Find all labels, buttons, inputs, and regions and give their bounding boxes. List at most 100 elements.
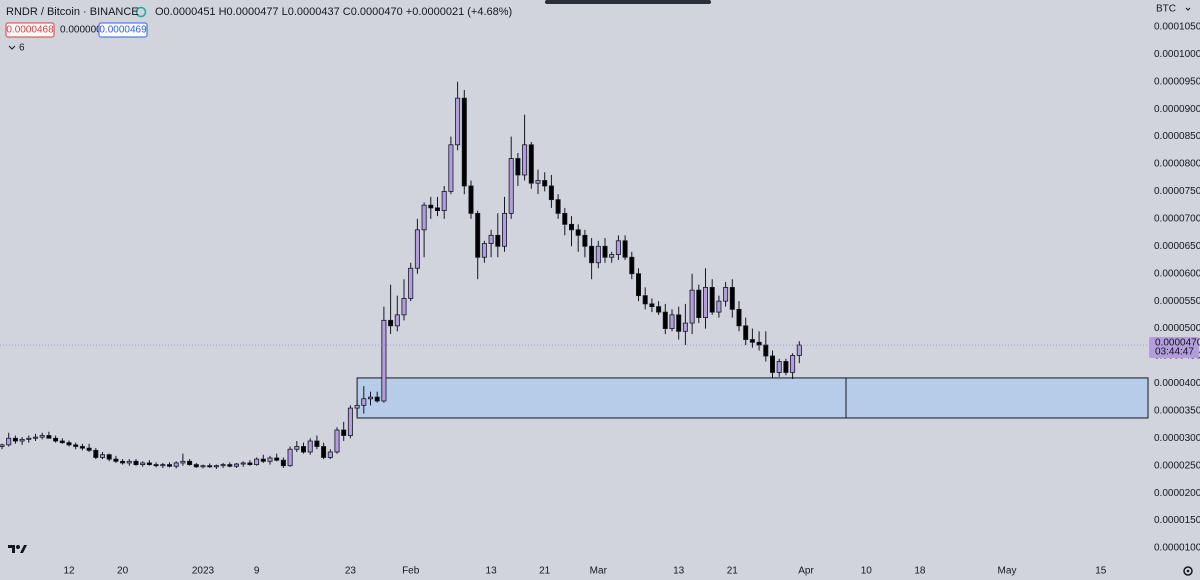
settings-icon[interactable]	[1183, 566, 1193, 576]
y-tick-label: 0.0000750	[1154, 186, 1200, 197]
candle-body	[441, 191, 447, 212]
candle-body	[729, 287, 735, 310]
candle-body	[401, 297, 407, 316]
candle-body	[636, 273, 642, 297]
candle-body	[421, 204, 427, 231]
ohlc: O0.0000451 H0.0000477 L0.0000437 C0.0000…	[155, 6, 512, 18]
candle-body	[294, 446, 300, 450]
candle-body	[535, 180, 541, 184]
candle-body	[790, 355, 796, 373]
x-tick-label: Feb	[402, 566, 420, 577]
y-tick-label: 0.0000100	[1154, 543, 1200, 554]
y-tick-label: 0.0000150	[1154, 515, 1200, 526]
candle-body	[66, 442, 72, 446]
candle-body	[796, 344, 802, 356]
candle-body	[79, 446, 85, 449]
candle-body	[227, 464, 233, 467]
candle-body	[46, 435, 52, 439]
candle-body	[100, 454, 106, 458]
top-tab[interactable]	[545, 0, 711, 4]
candle-body	[656, 306, 662, 313]
collapse-icon[interactable]	[8, 45, 16, 50]
buy-button[interactable]	[98, 22, 148, 38]
candle-body	[200, 465, 206, 468]
x-tick-label: 20	[117, 566, 129, 577]
candle-body	[260, 458, 266, 462]
candle-body	[783, 361, 789, 373]
x-tick-label: 23	[345, 566, 357, 577]
candle-body	[26, 437, 32, 440]
candle-body	[481, 243, 487, 258]
y-tick-label: 0.0000300	[1154, 433, 1200, 444]
candle-body	[622, 240, 628, 258]
x-tick-label: 21	[539, 566, 551, 577]
sell-button[interactable]	[5, 22, 55, 38]
market-status	[135, 6, 147, 18]
x-tick-label: 10	[861, 566, 873, 577]
candle-body	[180, 460, 186, 464]
candle-body	[19, 438, 25, 442]
y-tick-label: 0.0000650	[1154, 241, 1200, 252]
buy-price[interactable]: 0.0000469	[99, 25, 147, 36]
candle-body	[723, 287, 729, 302]
candle-body	[682, 322, 688, 332]
candle-body	[696, 289, 702, 318]
candle-body	[133, 460, 139, 465]
candle-body	[455, 97, 461, 146]
candle-body	[756, 341, 762, 346]
symbol[interactable]: RNDR / Bitcoin · BINANCE	[6, 6, 139, 18]
currency-caret	[1185, 7, 1191, 11]
candle-body	[562, 212, 568, 225]
y-tick-label: 0.0000400	[1154, 378, 1200, 389]
candle-body	[602, 245, 608, 258]
x-tick-label: 15	[1095, 566, 1107, 577]
y-tick-label: 0.0000850	[1154, 131, 1200, 142]
candle-body	[287, 448, 293, 467]
candle-body	[736, 308, 742, 327]
candle-body	[776, 361, 782, 373]
candle-body	[73, 444, 79, 447]
candle-body	[254, 458, 260, 465]
candle-body	[213, 465, 219, 468]
candle-body	[59, 440, 65, 444]
x-tick-label: 21	[727, 566, 739, 577]
candle-body	[86, 447, 92, 451]
candle-body	[120, 460, 126, 464]
candle-body	[609, 254, 615, 258]
candle-body	[716, 300, 722, 313]
candle-body	[542, 180, 548, 187]
candle-body	[703, 287, 709, 318]
candle-body	[676, 314, 682, 332]
candle-body	[743, 325, 749, 340]
y-tick-label: 0.0000500	[1154, 323, 1200, 334]
candle-body	[555, 199, 561, 214]
candle-body	[582, 234, 588, 247]
indicator-count[interactable]: 6	[19, 43, 25, 54]
currency[interactable]: BTC	[1156, 4, 1176, 15]
sell-price[interactable]: 0.0000468	[6, 25, 54, 36]
x-tick-label: 18	[914, 566, 926, 577]
candle-body	[501, 212, 507, 247]
candle-body	[374, 396, 380, 402]
candle-body	[475, 212, 481, 258]
candle-body	[689, 289, 695, 324]
candle-body	[113, 458, 119, 462]
y-tick-label: 0.0000200	[1154, 488, 1200, 499]
candle-body	[247, 462, 253, 465]
candle-body	[33, 436, 39, 439]
candle-body	[53, 437, 59, 442]
candle-body	[240, 462, 246, 465]
candle-body	[347, 407, 353, 436]
candle-body	[233, 463, 239, 467]
x-tick-label: 13	[486, 566, 498, 577]
x-tick-label: 2023	[192, 566, 215, 577]
y-tick-label: 0.0000950	[1154, 76, 1200, 87]
candle-body	[274, 457, 280, 461]
x-tick-label: Mar	[590, 566, 608, 577]
candle-body	[126, 460, 132, 464]
candle-body	[146, 462, 152, 465]
zone	[356, 377, 1149, 419]
candle-body	[361, 398, 367, 406]
